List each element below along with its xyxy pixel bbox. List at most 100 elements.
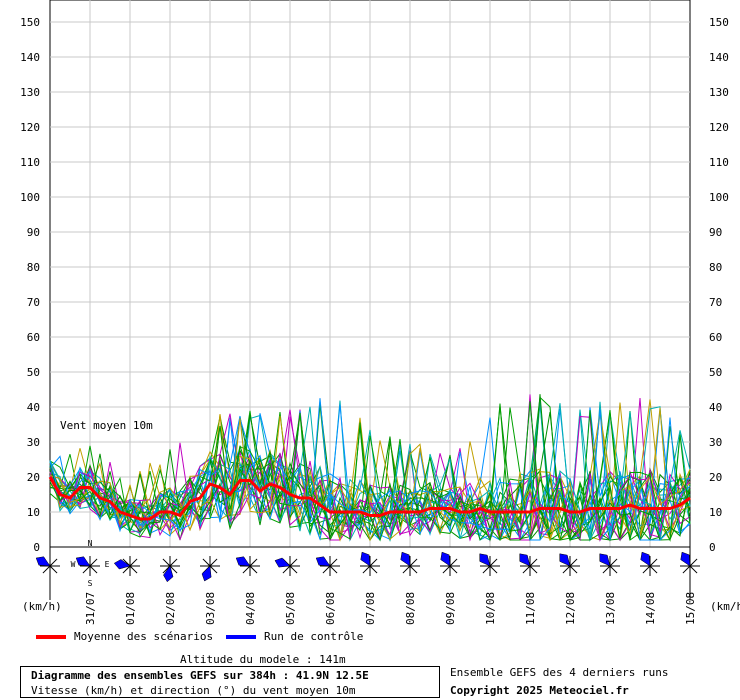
wind-direction-wedge xyxy=(440,551,451,567)
rose-spoke xyxy=(249,558,258,567)
wind-rose xyxy=(519,553,540,576)
x-tick-label: 13/08 xyxy=(604,592,617,625)
x-tick-label: 15/08 xyxy=(684,592,697,625)
wind-direction-wedge xyxy=(315,556,331,567)
wind-direction-wedge xyxy=(113,559,131,570)
rose-spoke xyxy=(649,565,658,574)
wind-rose xyxy=(35,556,60,576)
wind-rose xyxy=(400,551,420,576)
rose-spoke xyxy=(369,565,378,574)
ensemble-member-line xyxy=(49,394,691,542)
legend-control: Run de contrôle xyxy=(226,630,363,643)
rose-spoke xyxy=(122,565,131,574)
legend-mean-swatch xyxy=(36,635,66,639)
ensemble-member-line xyxy=(49,415,691,542)
wind-rose xyxy=(274,556,300,576)
y-tick-label-right: 140 xyxy=(709,51,729,64)
rose-spoke xyxy=(449,558,458,567)
wind-rose xyxy=(559,553,580,576)
rose-spoke xyxy=(609,558,618,567)
compass-label: S xyxy=(88,579,93,588)
wind-direction-wedge xyxy=(640,551,651,567)
y-tick-label-left: 90 xyxy=(27,226,40,239)
y-tick-label-right: 80 xyxy=(709,261,722,274)
rose-spoke xyxy=(122,558,131,567)
wind-direction-wedge xyxy=(274,557,291,568)
wind-rose xyxy=(479,553,500,576)
x-tick-label: 10/08 xyxy=(484,592,497,625)
rose-spoke xyxy=(242,565,251,574)
x-tick-label: 01/08 xyxy=(124,592,137,625)
x-tick-label: 31/07 xyxy=(84,592,97,625)
y-tick-label-right: 60 xyxy=(709,331,722,344)
wind-direction-wedge xyxy=(400,551,411,567)
y-tick-label-left: 130 xyxy=(20,86,40,99)
rose-spoke xyxy=(409,565,418,574)
rose-spoke xyxy=(689,558,698,567)
wind-rose xyxy=(200,556,220,582)
wind-direction-wedge xyxy=(479,553,491,567)
rose-spoke xyxy=(529,558,538,567)
wind-direction-wedge xyxy=(360,551,371,567)
rose-spoke xyxy=(649,558,658,567)
rose-spoke xyxy=(162,558,171,567)
wind-direction-wedge xyxy=(163,565,174,583)
y-tick-label-left: 110 xyxy=(20,156,40,169)
y-axis-ticks: 0 0 10 10 20 20 30 30 40 40 50 50 60 60 70 70 80 80 90 90 10… xyxy=(20,16,729,554)
rose-spoke xyxy=(329,558,338,567)
footer-title-box: Diagramme des ensembles GEFS sur 384h : … xyxy=(20,666,440,698)
chart-annotation: Vent moyen 10m xyxy=(60,419,153,432)
y-tick-label-right: 20 xyxy=(709,471,722,484)
compass-label: W xyxy=(71,560,76,569)
rose-spoke xyxy=(409,558,418,567)
rose-spoke xyxy=(522,565,531,574)
x-axis-ticks: 31/07 01/08 02/08 03/08 04/08 05/08 06/08 07/08… xyxy=(84,592,697,625)
wind-rose xyxy=(113,556,140,576)
rose-spoke xyxy=(402,565,411,574)
mean-line xyxy=(48,476,691,521)
rose-spoke xyxy=(49,565,58,574)
rose-spoke xyxy=(562,565,571,574)
rose-spoke xyxy=(442,565,451,574)
legend-mean-label: Moyenne des scénarios xyxy=(74,630,214,643)
rose-spoke xyxy=(89,565,98,574)
rose-spoke xyxy=(322,565,331,574)
chart-title: Diagramme des ensembles GEFS sur 384h : … xyxy=(31,669,369,682)
rose-spoke xyxy=(202,558,211,567)
rose-spoke xyxy=(89,558,98,567)
legend-mean: Moyenne des scénarios xyxy=(36,630,213,643)
y-tick-label-right: 50 xyxy=(709,366,722,379)
y-tick-label-right: 100 xyxy=(709,191,729,204)
y-tick-label-left: 120 xyxy=(20,121,40,134)
rose-spoke xyxy=(609,565,618,574)
wind-direction-wedge xyxy=(599,553,611,567)
rose-spoke xyxy=(169,565,178,574)
rose-spoke xyxy=(129,565,138,574)
wind-rose xyxy=(160,556,180,583)
rose-spoke xyxy=(249,565,258,574)
rose-spoke xyxy=(162,565,171,574)
y-tick-label-right: 30 xyxy=(709,436,722,449)
wind-rose xyxy=(235,556,260,576)
wind-direction-wedge xyxy=(35,556,51,567)
x-tick-label: 14/08 xyxy=(644,592,657,625)
model-altitude: Altitude du modele : 141m xyxy=(180,653,346,666)
y-tick-label-left: 100 xyxy=(20,191,40,204)
rose-spoke xyxy=(42,565,51,574)
y-tick-label-left: 60 xyxy=(27,331,40,344)
chart-grid xyxy=(49,0,691,600)
y-tick-label-left: 50 xyxy=(27,366,40,379)
y-tick-label-right: 0 xyxy=(709,541,716,554)
rose-spoke xyxy=(449,565,458,574)
rose-spoke xyxy=(209,558,218,567)
wind-rose xyxy=(440,551,460,576)
wind-rose xyxy=(640,551,660,576)
rose-spoke xyxy=(489,558,498,567)
mean-line-group xyxy=(48,476,691,521)
y-tick-label-left: 80 xyxy=(27,261,40,274)
wind-direction-wedge xyxy=(559,553,571,567)
y-tick-label-left: 0 xyxy=(33,541,40,554)
ensemble-member-line xyxy=(49,400,691,542)
y-tick-label-left: 10 xyxy=(27,506,40,519)
